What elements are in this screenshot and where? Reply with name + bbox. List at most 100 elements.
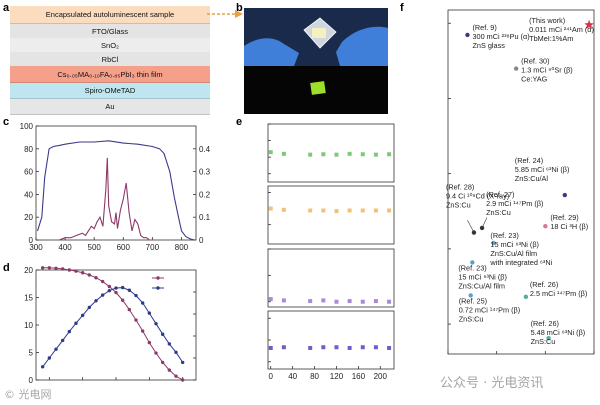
x-tick-label: 0: [269, 372, 274, 381]
pv-point: [140, 301, 145, 305]
data-point: [562, 192, 567, 198]
data-point: [268, 206, 273, 211]
point-label-line: 2.9 mCi ¹⁴⁷Pm (β): [486, 199, 543, 208]
x-tick-label: 300: [29, 243, 43, 252]
subplot-frame: [267, 185, 395, 245]
point-label-line: 5.85 mCi ⁶³Ni (β): [515, 165, 570, 174]
data-point: [281, 345, 286, 350]
point-label-line: 9.4 Ci ¹⁰⁹Cd (X-ray): [446, 192, 509, 201]
chart-eqe-flux: 300 400 500 600 700 800 0 20 40 60 80 100 0 0.1 0.2 0.3…: [20, 122, 211, 252]
layer-sample: Encapsulated autoluminescent sample: [10, 6, 210, 24]
data-point: [468, 293, 473, 298]
data-point: [321, 208, 326, 213]
layer-label: Encapsulated autoluminescent sample: [45, 10, 175, 19]
iv-point: [74, 269, 78, 273]
pv-point: [94, 299, 98, 303]
point-label-line: 15 mCi ⁶³Ni (β): [458, 272, 507, 281]
data-point: [523, 294, 529, 300]
iv-point: [120, 298, 125, 302]
point-label-line: Ce:YAG: [521, 75, 548, 84]
panel-label-d: d: [3, 262, 10, 274]
iv-point: [180, 378, 185, 382]
legend-marker: [156, 286, 160, 290]
data-point: [373, 345, 378, 350]
point-label-line: (Ref. 30): [521, 57, 549, 66]
iv-point: [107, 284, 112, 289]
subplot-frame: [267, 248, 395, 308]
x-tick-label: 700: [146, 243, 160, 252]
pv-point: [154, 321, 158, 326]
layer-label: FTO/Glass: [91, 26, 129, 36]
y-right-tick-label: 0: [199, 236, 204, 245]
iv-point: [154, 351, 158, 355]
data-point: [513, 66, 519, 71]
pv-point: [134, 293, 138, 298]
chart-comparison: (This work) 0.011 mCi ²⁴¹Am (α) TbMeI:1%Am…: [446, 9, 595, 355]
sample-photo: [244, 8, 388, 114]
data-point: [281, 298, 286, 303]
layer-label: Spiro-OMeTAD: [84, 86, 136, 95]
data-point: [546, 335, 551, 341]
point-label-line: 1.3 mCi ⁹⁰Sr (β): [521, 66, 573, 75]
subplot-frame: [267, 123, 395, 183]
point-label: (Ref. 26) 2.5 mCi ¹⁴⁷Pm (β): [530, 280, 587, 298]
data-point: [360, 208, 365, 213]
iv-point: [167, 368, 172, 372]
x-tick-label: 160: [352, 372, 366, 381]
point-label-line: (Ref. 23): [458, 263, 486, 272]
data-point: [471, 230, 477, 235]
point-label-line: ZnS glass: [472, 41, 505, 50]
iv-point: [40, 266, 45, 270]
data-point: [543, 224, 548, 229]
data-point: [334, 345, 339, 350]
pv-point: [127, 288, 132, 292]
pv-point: [87, 305, 92, 310]
pv-point: [74, 321, 78, 325]
pv-point: [180, 360, 185, 365]
y-tick-label: 20: [24, 213, 33, 222]
data-point: [321, 298, 326, 303]
pv-point: [160, 332, 165, 336]
iv-point: [114, 290, 118, 295]
chart-stability: 0 40 80 120 160 200: [267, 123, 395, 381]
y-tick-label: 0: [29, 376, 34, 385]
point-label-line: 2.5 mCi ¹⁴⁷Pm (β): [530, 289, 587, 298]
iv-point: [47, 266, 52, 270]
point-label-line: ZnS:Cu/Al: [515, 174, 549, 183]
data-point: [360, 299, 365, 304]
data-point: [387, 299, 392, 304]
pv-point: [107, 288, 112, 293]
data-point: [373, 299, 378, 304]
data-point: [470, 260, 475, 265]
iv-point: [127, 307, 132, 312]
point-label: (This work) 0.011 mCi ²⁴¹Am (α) TbMeI:1%Am: [529, 16, 594, 43]
data-point-star: [584, 19, 594, 29]
point-label: (Ref. 23) 15 mCi ⁶³Ni (β) ZnS:Cu/Al film wi…: [489, 231, 552, 267]
leader-line: [467, 220, 475, 233]
point-label: (Ref. 28) 9.4 Ci ¹⁰⁹Cd (X-ray) ZnS:Cu: [446, 183, 509, 210]
point-label-line: (This work): [529, 16, 565, 25]
data-point: [387, 152, 392, 157]
data-point: [347, 208, 352, 213]
plot-frame: [35, 125, 197, 241]
iv-point: [87, 273, 92, 277]
y-tick-label: 5: [29, 349, 34, 358]
data-point: [387, 208, 392, 213]
y-right-tick-label: 0.2: [199, 190, 211, 199]
pv-point: [67, 329, 72, 334]
arrow-connector: [207, 10, 243, 18]
data-point: [308, 299, 313, 304]
iv-point: [54, 266, 58, 271]
y-tick-label: 15: [24, 294, 33, 303]
point-label-line: (Ref. 28): [446, 183, 474, 192]
iv-point: [160, 360, 165, 365]
x-tick-label: 200: [374, 372, 388, 381]
data-point: [373, 152, 378, 157]
device-stack: Encapsulated autoluminescent sample FTO/…: [10, 6, 210, 115]
legend-marker: [156, 276, 160, 280]
point-label: (Ref. 27) 2.9 mCi ¹⁴⁷Pm (β) ZnS:Cu: [486, 190, 543, 217]
point-label-line: 0.72 mCi ¹⁴⁷Pm (β): [459, 305, 520, 314]
layer-label: RbCl: [101, 54, 119, 64]
point-label-line: ZnS:Cu: [459, 314, 484, 323]
point-label-line: 0.011 mCi ²⁴¹Am (α): [529, 25, 594, 34]
